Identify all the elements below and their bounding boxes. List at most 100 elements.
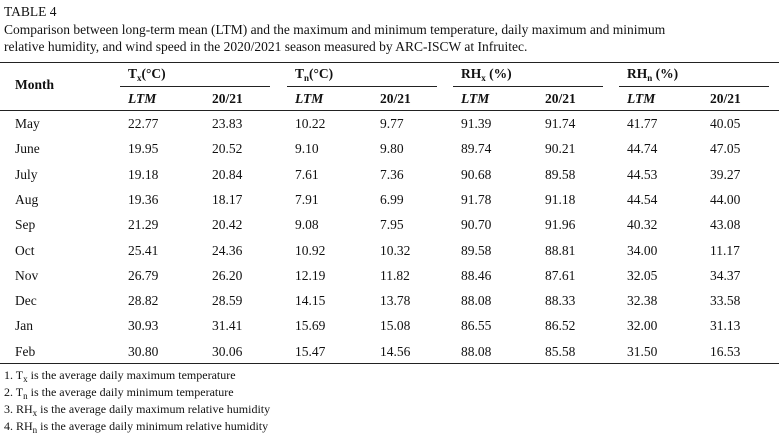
cell: 31.13 [710,318,741,334]
cell: 12.19 [295,267,326,283]
subscript: x [32,408,38,418]
cell: 88.33 [545,293,576,309]
cell: 20.84 [212,166,243,182]
cell: 47.05 [710,141,741,157]
cell: 15.47 [295,343,326,359]
footnote-text: is the average daily minimum temperature [27,385,234,399]
unit: (°C) [141,66,166,81]
cell: 30.80 [128,343,159,359]
unit: (%) [485,66,512,81]
cell: 33.58 [710,293,741,309]
row-label: June [15,141,40,157]
cell: 14.15 [295,293,326,309]
cell: 32.00 [627,318,658,334]
cell: 26.79 [128,267,159,283]
cell: 85.58 [545,343,576,359]
row-label: Oct [15,242,35,258]
cell: 20.42 [212,217,243,233]
footnote-text: is the average daily minimum relative hu… [37,419,269,433]
cell: 32.38 [627,293,658,309]
row-label: Feb [15,343,36,359]
cell: 30.06 [212,343,243,359]
cell: 21.29 [128,217,159,233]
cell: 15.08 [380,318,411,334]
cell: 89.58 [545,166,576,182]
footnote: 2. Tn is the average daily minimum tempe… [4,384,234,404]
cell: 89.58 [461,242,492,258]
cell: 86.52 [545,318,576,334]
rule [0,363,779,364]
cell: 10.92 [295,242,326,258]
month-header: Month [15,77,55,92]
cell: 6.99 [380,191,404,207]
cell: 44.74 [627,141,658,157]
cell: 88.46 [461,267,492,283]
sub-header: 20/21 [380,91,411,106]
group-header: RHn (%) [627,66,678,86]
caption-line: relative humidity, and wind speed in the… [4,39,528,54]
cell: 25.41 [128,242,159,258]
cell: 91.18 [545,191,576,207]
group-header: RHx (%) [461,66,512,86]
cell: 19.95 [128,141,159,157]
rule [120,86,270,87]
cell: 44.00 [710,191,741,207]
subscript: x [137,73,142,83]
footnote: 3. RHx is the average daily maximum rela… [4,401,270,421]
cell: 88.08 [461,343,492,359]
symbol: T [128,66,138,81]
cell: 39.27 [710,166,741,182]
subscript: n [647,73,653,83]
sub-header: 20/21 [212,91,243,106]
row-label: Sep [15,217,36,233]
row-label: Aug [15,191,39,207]
row-label: July [15,166,38,182]
sub-header: LTM [627,91,656,106]
cell: 16.53 [710,343,741,359]
cell: 23.83 [212,116,243,131]
subscript: n [23,391,28,401]
caption-line: Comparison between long-term mean (LTM) … [4,22,666,37]
cell: 22.77 [128,116,159,131]
cell: 44.54 [627,191,658,207]
footnote-symbol: 3. RH [4,402,33,416]
sub-header: LTM [128,91,157,106]
row-label: Dec [15,293,37,309]
cell: 91.96 [545,217,576,233]
cell: 34.00 [627,242,658,258]
cell: 10.22 [295,116,326,131]
footnote-text: is the average daily maximum temperature [27,368,236,382]
cell: 26.20 [212,267,243,283]
cell: 91.39 [461,116,492,131]
cell: 24.36 [212,242,243,258]
cell: 7.95 [380,217,404,233]
cell: 20.52 [212,141,243,157]
cell: 40.32 [627,217,658,233]
sub-header: LTM [295,91,324,106]
table-title: TABLE 4 [4,4,57,19]
footnote: 1. Tx is the average daily maximum tempe… [4,367,236,387]
cell: 31.41 [212,318,243,334]
rule [619,86,769,87]
cell: 18.17 [212,191,243,207]
footnote-symbol: 1. T [4,368,24,382]
rule [453,86,603,87]
cell: 7.61 [295,166,319,182]
sub-header: 20/21 [710,91,741,106]
footnote-symbol: 4. RH [4,419,33,433]
footnote-symbol: 2. T [4,385,24,399]
cell: 9.77 [380,116,404,131]
cell: 28.82 [128,293,159,309]
symbol: RH [461,66,482,81]
unit: (°C) [309,66,334,81]
rule [287,86,437,87]
row-label: May [15,116,40,131]
row-label: Jan [15,318,33,334]
symbol: T [295,66,305,81]
cell: 87.61 [545,267,576,283]
subscript: n [304,73,310,83]
cell: 44.53 [627,166,658,182]
row-label: Nov [15,267,39,283]
cell: 40.05 [710,116,741,131]
cell: 9.08 [295,217,319,233]
